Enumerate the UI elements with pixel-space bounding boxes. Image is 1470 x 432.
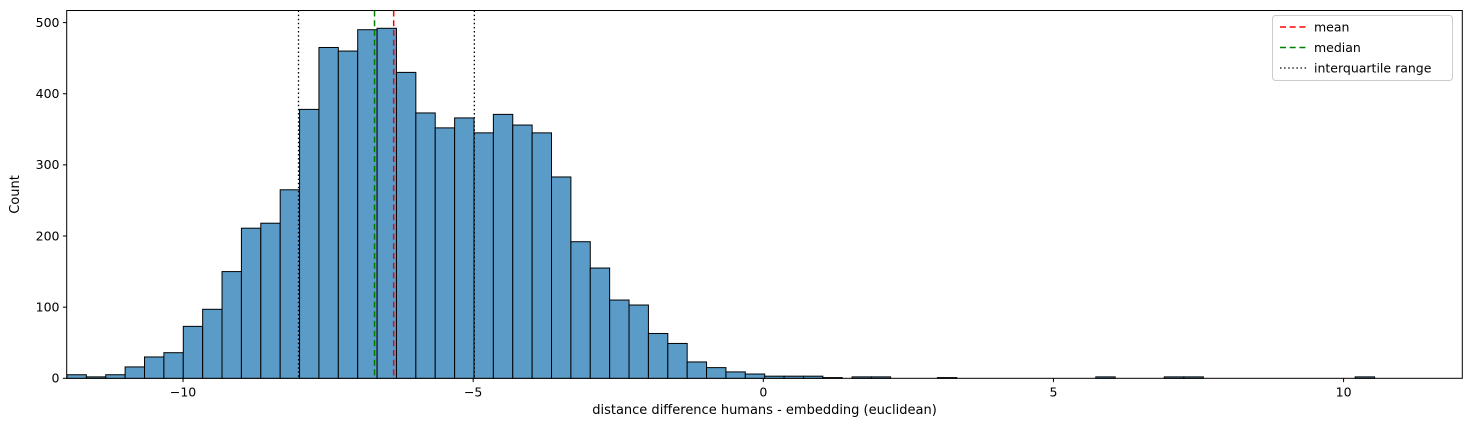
histogram-bar bbox=[1183, 376, 1204, 379]
histogram-bar bbox=[299, 108, 320, 379]
histogram-bar bbox=[667, 342, 688, 379]
legend-label-median: median bbox=[1314, 40, 1361, 55]
histogram-bar bbox=[473, 132, 494, 379]
histogram-bar bbox=[589, 267, 611, 379]
histogram-bar bbox=[1095, 376, 1116, 379]
legend-label-mean: mean bbox=[1314, 20, 1349, 35]
histogram-bar bbox=[454, 117, 475, 379]
x-tick-labels: −10 −5 0 5 10 bbox=[170, 385, 1352, 400]
histogram-bar bbox=[936, 377, 958, 379]
histogram-bar bbox=[512, 124, 533, 379]
histogram-bar bbox=[182, 325, 204, 379]
histogram-bar bbox=[66, 374, 87, 379]
histogram-bar bbox=[85, 376, 107, 379]
histogram-bar bbox=[492, 113, 514, 379]
histogram-bar bbox=[279, 189, 301, 379]
x-axis-label: distance difference humans - embedding (… bbox=[592, 403, 937, 418]
y-axis-label: Count bbox=[8, 175, 23, 214]
histogram-bar bbox=[260, 222, 281, 379]
histogram-bar bbox=[551, 176, 572, 379]
histogram-bar bbox=[163, 352, 184, 379]
histogram-bar bbox=[221, 271, 242, 379]
histogram-bar bbox=[647, 332, 669, 379]
histogram-bar bbox=[531, 132, 553, 379]
y-tick-label: 0 bbox=[52, 371, 60, 386]
legend: mean median interquartile range bbox=[1272, 15, 1453, 81]
histogram-bar bbox=[706, 367, 727, 379]
histogram-bar bbox=[764, 375, 785, 379]
legend-label-interquartile-range: interquartile range bbox=[1314, 61, 1432, 76]
y-tick-label: 100 bbox=[36, 299, 60, 314]
reference-lines-group bbox=[297, 10, 475, 379]
histogram-bar bbox=[415, 112, 436, 379]
histogram-bar bbox=[822, 377, 843, 379]
histogram-bar bbox=[337, 50, 359, 379]
histogram-bar bbox=[318, 46, 339, 379]
histogram-bar bbox=[1354, 376, 1376, 379]
legend-box bbox=[1272, 15, 1453, 81]
histogram-bar bbox=[1163, 376, 1185, 379]
histogram-bar bbox=[744, 373, 766, 379]
x-tick-label: 0 bbox=[759, 385, 767, 400]
histogram-bar bbox=[105, 374, 126, 379]
histogram-bar bbox=[240, 227, 262, 379]
x-tick-label: −5 bbox=[464, 385, 482, 400]
x-tick-label: 5 bbox=[1049, 385, 1057, 400]
histogram-bar bbox=[783, 375, 804, 379]
histogram-bar bbox=[609, 299, 630, 379]
y-tick-label: 500 bbox=[36, 15, 60, 30]
y-tick-label: 300 bbox=[36, 157, 60, 172]
histogram-bar bbox=[628, 304, 649, 379]
y-tick-label: 400 bbox=[36, 86, 60, 101]
x-tick-label: −10 bbox=[170, 385, 196, 400]
histogram-bar bbox=[144, 356, 165, 379]
histogram-bar bbox=[851, 376, 872, 379]
y-tick-label: 200 bbox=[36, 228, 60, 243]
histogram-bar bbox=[870, 376, 892, 379]
histogram-bar bbox=[395, 71, 417, 379]
histogram-bar bbox=[570, 241, 591, 379]
histogram-bar bbox=[802, 375, 824, 379]
tick-marks-group bbox=[62, 22, 1345, 383]
x-tick-label: 10 bbox=[1336, 385, 1352, 400]
histogram-bar bbox=[124, 366, 146, 379]
histogram-bar bbox=[686, 361, 708, 379]
bars-group bbox=[66, 27, 1376, 379]
y-tick-labels: 0 100 200 300 400 500 bbox=[36, 15, 60, 386]
histogram-bar bbox=[202, 308, 223, 379]
histogram-bar bbox=[725, 371, 746, 379]
histogram-bar bbox=[434, 127, 456, 379]
